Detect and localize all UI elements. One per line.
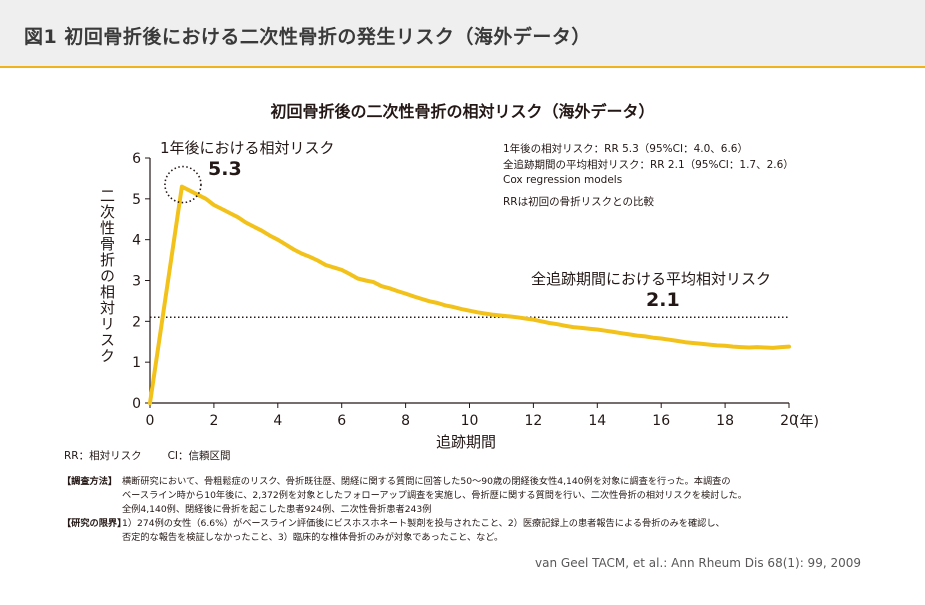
annotation-1year-label: 1年後における相対リスク bbox=[160, 139, 335, 157]
x-tick-label: 2 bbox=[209, 413, 218, 429]
stats-note-line: RRは初回の骨折リスクとの比較 bbox=[503, 195, 654, 208]
x-tick-label: 0 bbox=[146, 413, 155, 429]
y-axis-label: 二次性骨折の相対リスク bbox=[98, 188, 116, 364]
limitations-line: 1）274例の女性（6.6%）がベースライン評価後にビスホスホネート製剤を投与さ… bbox=[122, 518, 725, 529]
x-tick-label: 8 bbox=[401, 413, 410, 429]
x-tick-label: 6 bbox=[337, 413, 346, 429]
y-tick-label: 1 bbox=[132, 355, 141, 371]
y-tick-label: 2 bbox=[132, 314, 141, 330]
stats-note-line: 1年後の相対リスク：RR 5.3（95%CI：4.0、6.6） bbox=[503, 143, 748, 155]
annotation-1year-value: 5.3 bbox=[208, 158, 242, 180]
annotation-average-label: 全追跡期間における平均相対リスク bbox=[531, 270, 772, 288]
x-tick-label: 16 bbox=[652, 413, 670, 429]
stats-note: 1年後の相対リスク：RR 5.3（95%CI：4.0、6.6） 全追跡期間の平均… bbox=[503, 142, 794, 210]
header-bar: 図1 初回骨折後における二次性骨折の発生リスク（海外データ） bbox=[0, 0, 925, 68]
x-tick-label: 20 bbox=[780, 413, 798, 429]
method-line: ベースライン時から10年後に、2,372例を対象としたフォローアップ調査を実施し… bbox=[122, 490, 747, 501]
stats-note-line: 全追跡期間の平均相対リスク：RR 2.1（95%CI：1.7、2.6） bbox=[503, 158, 794, 171]
stats-note-line: Cox regression models bbox=[503, 174, 623, 186]
relative-risk-line bbox=[148, 184, 791, 405]
citation: van Geel TACM, et al.: Ann Rheum Dis 68(… bbox=[535, 556, 861, 570]
method-label: 【調査方法】 bbox=[62, 476, 118, 487]
limitations-label: 【研究の限界】 bbox=[62, 518, 127, 529]
method-line: 全例4,140例、閉経後に骨折を起こした患者924例、二次性骨折患者243例 bbox=[122, 504, 432, 515]
peak-highlight-circle bbox=[164, 165, 202, 204]
method-line: 横断研究において、骨粗鬆症のリスク、骨折既往歴、閉経に関する質問に回答した50～… bbox=[122, 476, 731, 487]
y-tick-label: 5 bbox=[132, 192, 141, 208]
limitations-line: 否定的な報告を検証しなかったこと、3）臨床的な椎体骨折のみが対象であったこと、な… bbox=[122, 532, 504, 543]
x-tick-label: 10 bbox=[461, 413, 479, 429]
y-tick-label: 0 bbox=[132, 396, 141, 412]
method-section: 【調査方法】 横断研究において、骨粗鬆症のリスク、骨折既往歴、閉経に関する質問に… bbox=[62, 475, 882, 517]
x-tick-label: 18 bbox=[716, 413, 734, 429]
x-tick-label: 14 bbox=[588, 413, 606, 429]
abbreviation-rr: RR：相対リスク bbox=[64, 450, 142, 462]
limitations-section: 【研究の限界】 1）274例の女性（6.6%）がベースライン評価後にビスホスホネ… bbox=[62, 517, 882, 545]
y-tick-label: 4 bbox=[132, 233, 141, 249]
annotation-average-value: 2.1 bbox=[646, 289, 680, 311]
x-tick-label: 12 bbox=[524, 413, 542, 429]
abbreviations: RR：相対リスク CI：信頼区間 bbox=[64, 448, 231, 463]
x-axis-label: 追跡期間 bbox=[436, 433, 497, 451]
x-axis-unit: (年) bbox=[794, 414, 819, 430]
study-notes: 【調査方法】 横断研究において、骨粗鬆症のリスク、骨折既往歴、閉経に関する質問に… bbox=[62, 475, 882, 545]
y-tick-label: 6 bbox=[132, 151, 141, 167]
abbreviation-ci: CI：信頼区間 bbox=[167, 450, 231, 462]
figure-title: 図1 初回骨折後における二次性骨折の発生リスク（海外データ） bbox=[24, 26, 591, 48]
chart-title: 初回骨折後の二次性骨折の相対リスク（海外データ） bbox=[270, 102, 655, 121]
x-tick-label: 4 bbox=[273, 413, 282, 429]
y-tick-label: 3 bbox=[132, 274, 141, 290]
